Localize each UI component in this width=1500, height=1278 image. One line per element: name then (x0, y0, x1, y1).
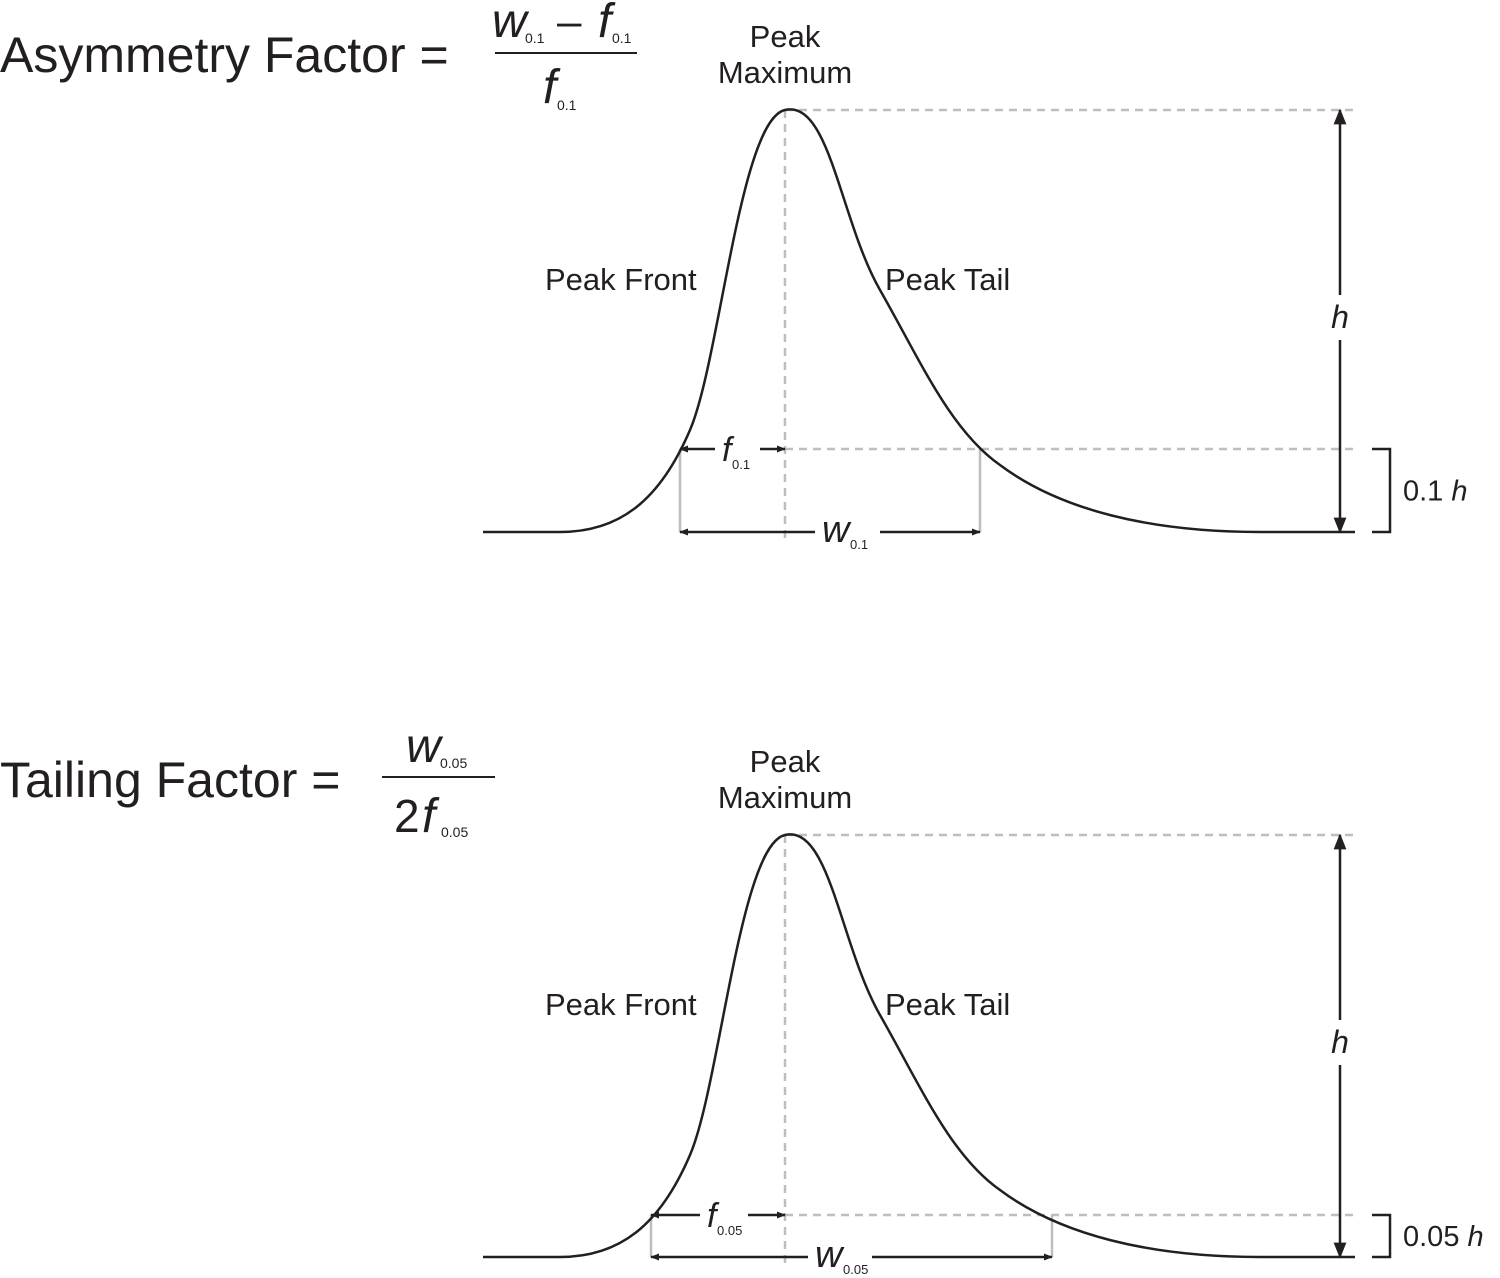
peak-front: Peak Front (545, 987, 697, 1022)
height-label: h (1331, 1024, 1349, 1060)
denominator-f: f (422, 790, 440, 843)
width-symbol: w (822, 509, 852, 551)
fraction-height: 0.1 h (1403, 476, 1467, 508)
height-label: h (1331, 299, 1349, 335)
peak-maximum: Maximum (718, 55, 852, 90)
front-width-sub: 0.1 (732, 457, 750, 472)
numerator-w-sub: 0.1 (525, 30, 545, 46)
peak-maximum: Peak (750, 744, 821, 779)
front-width-sub: 0.05 (717, 1223, 742, 1238)
fraction-symbol: h (1451, 476, 1467, 508)
formula-label: Tailing Factor = (0, 752, 340, 808)
peak-curve (483, 833, 1355, 1259)
numerator-f-sub: 0.1 (612, 30, 632, 46)
denominator-f-sub: 0.1 (557, 97, 577, 113)
width-sub: 0.1 (850, 537, 868, 552)
peak-tail: Peak Tail (885, 987, 1010, 1022)
numerator-minus: – (557, 0, 582, 46)
peak-front: Peak Front (545, 262, 697, 297)
denominator-f-sub: 0.05 (441, 824, 468, 840)
width-sub: 0.05 (843, 1262, 868, 1277)
level-bracket (1372, 447, 1392, 534)
formula-label: Asymmetry Factor = (0, 27, 449, 83)
fraction-value: 0.05 (1403, 1221, 1459, 1253)
level-bracket (1372, 1213, 1392, 1259)
numerator-w: w (492, 0, 530, 48)
peak-maximum: Maximum (718, 780, 852, 815)
numerator-w-sub: 0.05 (440, 755, 467, 771)
fraction-symbol: h (1467, 1221, 1483, 1253)
fraction-height: 0.05 h (1403, 1221, 1484, 1253)
fraction-value: 0.1 (1403, 476, 1443, 508)
denominator-coefficient: 2 (394, 790, 420, 842)
peak-tail: Peak Tail (885, 262, 1010, 297)
numerator-w: w (406, 720, 444, 773)
peak-maximum: Peak (750, 19, 821, 54)
width-symbol: w (815, 1234, 845, 1276)
peak-curve (483, 108, 1355, 534)
